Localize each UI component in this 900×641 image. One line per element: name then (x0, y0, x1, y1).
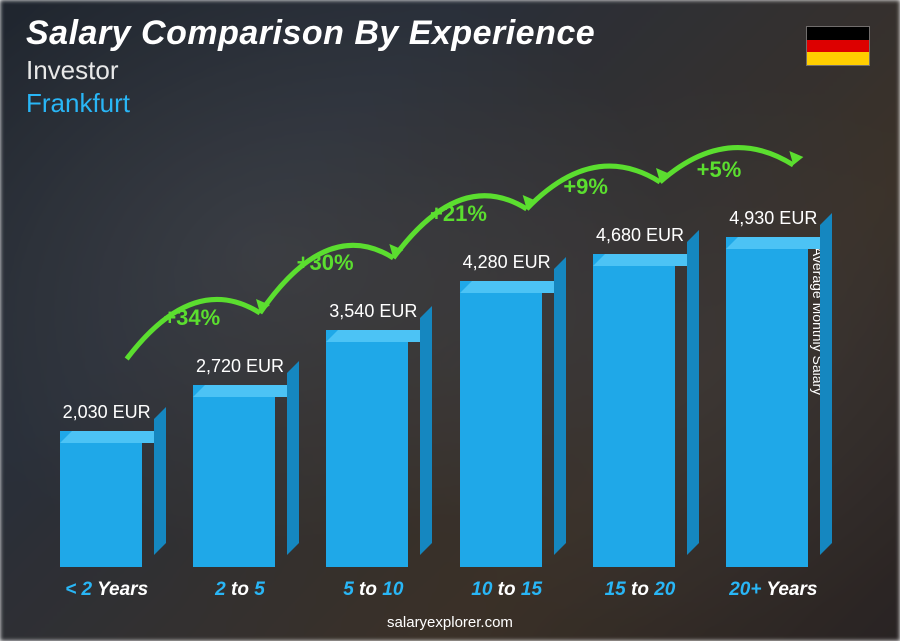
x-axis-label: 5 to 10 (307, 579, 440, 601)
pct-change-label: +9% (563, 174, 608, 200)
flag-stripe (807, 52, 869, 65)
pct-change-label: +34% (163, 305, 220, 331)
bar-chart: 2,030 EUR2,720 EUR3,540 EUR4,280 EUR4,68… (40, 150, 840, 567)
subtitle-role: Investor (26, 55, 595, 86)
pct-change-label: +21% (430, 201, 487, 227)
x-axis: < 2 Years2 to 55 to 1010 to 1515 to 2020… (40, 579, 840, 601)
germany-flag-icon (806, 26, 870, 66)
x-axis-label: 15 to 20 (573, 579, 706, 601)
x-axis-label: 10 to 15 (440, 579, 573, 601)
chart-container: Salary Comparison By Experience Investor… (0, 0, 900, 641)
header: Salary Comparison By Experience Investor… (26, 14, 595, 119)
flag-stripe (807, 27, 869, 40)
flag-stripe (807, 40, 869, 53)
chart-title: Salary Comparison By Experience (26, 14, 595, 53)
x-axis-label: 2 to 5 (173, 579, 306, 601)
footer-attribution: salaryexplorer.com (0, 614, 900, 631)
x-axis-label: < 2 Years (40, 579, 173, 601)
x-axis-label: 20+ Years (707, 579, 840, 601)
pct-change-label: +30% (297, 250, 354, 276)
pct-change-label: +5% (697, 157, 742, 183)
